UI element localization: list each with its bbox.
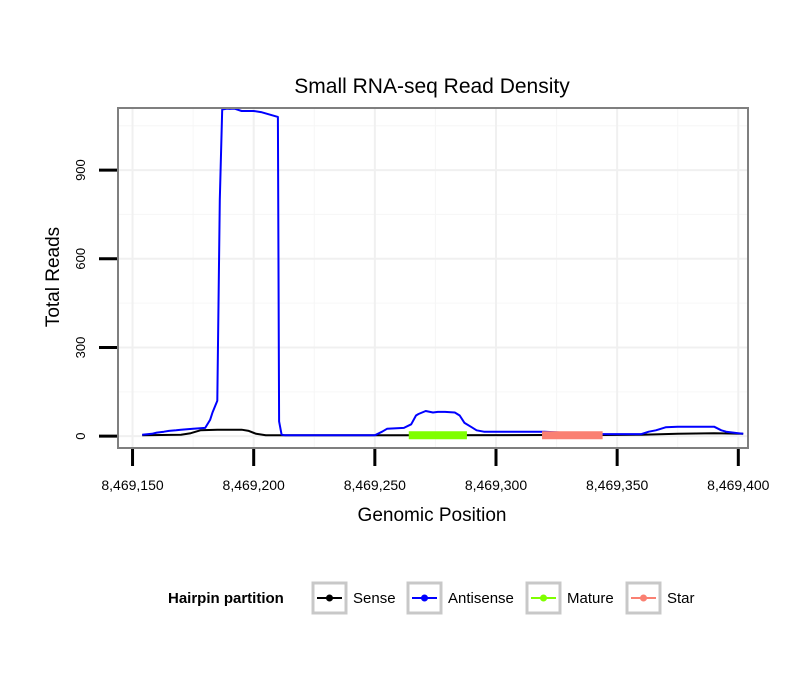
series-line-sense	[142, 428, 744, 437]
legend-item-star: Star	[625, 581, 695, 615]
legend-key-point	[326, 594, 333, 602]
legend-title: Hairpin partition	[168, 590, 284, 607]
series-layer	[142, 107, 744, 440]
x-tick-label: 8,469,350	[586, 477, 648, 493]
x-tick-label: 8,469,400	[707, 477, 769, 493]
chart-title: Small RNA-seq Read Density	[294, 75, 570, 98]
y-tick-label: 600	[73, 248, 88, 270]
y-tick-label: 0	[73, 433, 88, 440]
legend-key-point	[640, 594, 647, 602]
series-line-antisense	[142, 107, 744, 437]
legend-key-point	[421, 594, 428, 602]
x-tick-label: 8,469,250	[344, 477, 406, 493]
legend-key-point	[540, 594, 547, 602]
x-tick-label: 8,469,200	[223, 477, 285, 493]
y-tick-label: 900	[73, 159, 88, 181]
y-axis: 0 300 600 900	[73, 159, 117, 440]
legend-label: Star	[667, 590, 695, 607]
legend-item-sense: Sense	[311, 581, 396, 615]
legend-label: Mature	[567, 590, 614, 607]
legend-item-mature: Mature	[525, 581, 614, 615]
x-axis: 8,469,150 8,469,200 8,469,250 8,469,300 8,46…	[101, 449, 770, 493]
y-tick-label: 300	[73, 337, 88, 359]
legend-label: Antisense	[448, 590, 514, 607]
legend-label: Sense	[353, 590, 396, 607]
y-axis-label: Total Reads	[43, 227, 64, 327]
grid-minor	[118, 108, 748, 448]
plot-panel-border	[117, 107, 749, 449]
x-tick-label: 8,469,150	[101, 477, 163, 493]
x-axis-label: Genomic Position	[358, 505, 507, 526]
plot-panel	[118, 108, 748, 448]
grid-major	[118, 108, 748, 448]
x-tick-label: 8,469,300	[465, 477, 527, 493]
legend-item-antisense: Antisense	[406, 581, 514, 615]
legend: Hairpin partition Sense Antisense Mature St…	[168, 581, 695, 615]
